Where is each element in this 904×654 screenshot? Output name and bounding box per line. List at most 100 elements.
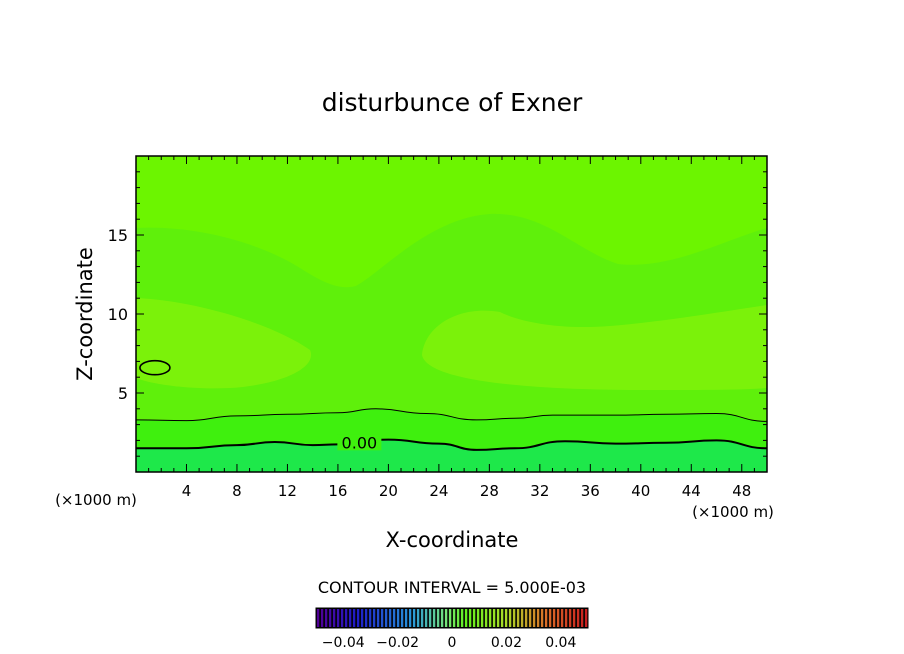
ground-field-band <box>136 439 767 472</box>
colorbar-stripe <box>320 609 324 627</box>
x-tick-label: 48 <box>732 482 751 500</box>
colorbar-stripes <box>316 609 588 627</box>
colorbar-stripe <box>384 609 388 627</box>
colorbar-stripe <box>580 609 584 627</box>
colorbar-stripe <box>552 609 556 627</box>
x-tick-label: 32 <box>530 482 549 500</box>
right-blob-band <box>422 305 767 390</box>
x-tick-label: 8 <box>232 482 242 500</box>
zero-contour-line <box>136 438 767 451</box>
colorbar-stripe <box>500 609 504 627</box>
colorbar-stripe <box>328 609 332 627</box>
colorbar-stripe <box>488 609 492 627</box>
colorbar-stripe <box>356 609 360 627</box>
plot-area <box>136 156 767 472</box>
colorbar-stripe <box>424 609 428 627</box>
colorbar-stripe <box>432 609 436 627</box>
colorbar-stripe <box>536 609 540 627</box>
x-tick-label: 36 <box>581 482 600 500</box>
colorbar: −0.04 −0.02 0 0.02 0.04 <box>315 607 589 651</box>
colorbar-stripe <box>416 609 420 627</box>
colorbar-stripe <box>428 609 432 627</box>
x-unit-right: (×1000 m) <box>692 503 774 521</box>
colorbar-frame <box>315 607 589 629</box>
colorbar-stripe <box>332 609 336 627</box>
colorbar-stripe <box>460 609 464 627</box>
colorbar-stripe <box>408 609 412 627</box>
colorbar-stripe <box>392 609 396 627</box>
colorbar-stripe <box>512 609 516 627</box>
colorbar-tick-label: 0 <box>448 635 457 651</box>
x-tick-label: 20 <box>379 482 398 500</box>
left-blob-band <box>136 298 312 389</box>
colorbar-stripe <box>380 609 384 627</box>
colorbar-tick-label: −0.04 <box>322 635 365 651</box>
x-tick-label: 44 <box>682 482 701 500</box>
colorbar-stripe <box>544 609 548 627</box>
axis-ticks <box>136 156 767 472</box>
x-unit-left: (×1000 m) <box>55 491 137 509</box>
colorbar-stripe <box>508 609 512 627</box>
colorbar-stripe <box>524 609 528 627</box>
colorbar-stripe <box>548 609 552 627</box>
y-tick-labels: 5 10 15 <box>108 226 128 403</box>
x-tick-label: 16 <box>328 482 347 500</box>
colorbar-stripe <box>560 609 564 627</box>
colorbar-stripe <box>444 609 448 627</box>
colorbar-stripe <box>340 609 344 627</box>
colorbar-tick-label: 0.02 <box>491 635 522 651</box>
colorbar-stripe <box>348 609 352 627</box>
colorbar-stripe <box>564 609 568 627</box>
colorbar-stripe <box>336 609 340 627</box>
colorbar-stripe <box>496 609 500 627</box>
closed-contour <box>139 359 171 376</box>
colorbar-stripe <box>364 609 368 627</box>
contour-label: 0.00 <box>342 433 378 452</box>
colorbar-stripe <box>436 609 440 627</box>
colorbar-stripe <box>360 609 364 627</box>
colorbar-stripe <box>576 609 580 627</box>
x-axis-label: X-coordinate <box>386 528 519 552</box>
colorbar-stripe <box>352 609 356 627</box>
x-tick-labels: 4 8 12 16 20 24 28 32 36 40 44 48 <box>182 482 752 500</box>
colorbar-stripe <box>572 609 576 627</box>
y-tick-label: 15 <box>108 226 128 245</box>
colorbar-tick-label: 0.04 <box>545 635 576 651</box>
colorbar-stripe <box>316 609 320 627</box>
colorbar-stripe <box>468 609 472 627</box>
x-tick-label: 12 <box>278 482 297 500</box>
colorbar-stripe <box>484 609 488 627</box>
x-tick-label: 40 <box>631 482 650 500</box>
colorbar-stripe <box>472 609 476 627</box>
upper-field-band <box>136 156 767 288</box>
y-tick-label: 10 <box>108 305 128 324</box>
colorbar-stripe <box>452 609 456 627</box>
colorbar-stripe <box>556 609 560 627</box>
colorbar-stripe <box>492 609 496 627</box>
colorbar-stripe <box>464 609 468 627</box>
colorbar-stripe <box>476 609 480 627</box>
colorbar-stripe <box>448 609 452 627</box>
colorbar-stripe <box>520 609 524 627</box>
contour-label-background <box>337 434 382 451</box>
colorbar-stripe <box>480 609 484 627</box>
colorbar-stripe <box>388 609 392 627</box>
x-tick-label: 28 <box>480 482 499 500</box>
x-tick-label: 4 <box>182 482 192 500</box>
colorbar-stripe <box>568 609 572 627</box>
colorbar-stripe <box>344 609 348 627</box>
lower-contour-line <box>136 408 767 422</box>
colorbar-stripe <box>404 609 408 627</box>
colorbar-stripe <box>540 609 544 627</box>
colorbar-stripe <box>324 609 328 627</box>
colorbar-tick-labels: −0.04 −0.02 0 0.02 0.04 <box>322 635 577 651</box>
colorbar-stripe <box>528 609 532 627</box>
colorbar-stripe <box>420 609 424 627</box>
colorbar-stripe <box>532 609 536 627</box>
chart-title: disturbunce of Exner <box>322 88 583 117</box>
colorbar-stripe <box>400 609 404 627</box>
colorbar-tick-label: −0.02 <box>376 635 419 651</box>
colorbar-stripe <box>516 609 520 627</box>
colorbar-stripe <box>368 609 372 627</box>
